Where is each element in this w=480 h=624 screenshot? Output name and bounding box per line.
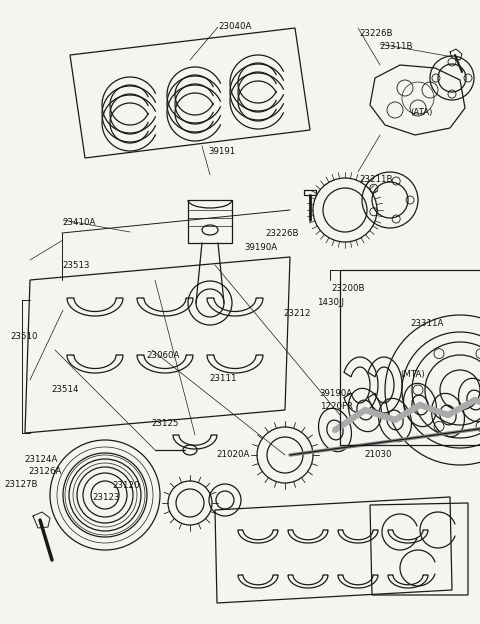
Text: 23124A: 23124A	[24, 455, 58, 464]
Text: 1220FR: 1220FR	[320, 402, 353, 411]
Text: (ATA): (ATA)	[410, 108, 433, 117]
Text: 23200B: 23200B	[331, 284, 365, 293]
Text: 23226B: 23226B	[265, 229, 299, 238]
Text: 23510: 23510	[11, 332, 38, 341]
Text: 1430JJ: 1430JJ	[317, 298, 344, 307]
Text: 21020A: 21020A	[216, 450, 250, 459]
Text: 39190A: 39190A	[320, 389, 353, 398]
Text: 23226B: 23226B	[359, 29, 393, 38]
Text: 23311A: 23311A	[410, 319, 444, 328]
Text: 23060A: 23060A	[146, 351, 180, 360]
Text: 23410A: 23410A	[62, 218, 96, 227]
Text: 23040A: 23040A	[218, 22, 252, 31]
Text: 23212: 23212	[283, 310, 311, 318]
Text: 23514: 23514	[51, 385, 79, 394]
Text: 23513: 23513	[62, 261, 90, 270]
Text: 23125: 23125	[152, 419, 179, 427]
Text: 39190A: 39190A	[245, 243, 278, 252]
Text: (MTA): (MTA)	[400, 370, 424, 379]
Text: 23127B: 23127B	[5, 480, 38, 489]
Text: 23311B: 23311B	[379, 42, 413, 51]
Text: 39191: 39191	[209, 147, 236, 156]
Text: 23123: 23123	[93, 494, 120, 502]
Text: 23211B: 23211B	[359, 175, 393, 184]
Text: 23126A: 23126A	[29, 467, 62, 476]
Text: 23120: 23120	[113, 481, 140, 490]
Text: 23111: 23111	[210, 374, 237, 383]
Text: 21030: 21030	[365, 450, 392, 459]
